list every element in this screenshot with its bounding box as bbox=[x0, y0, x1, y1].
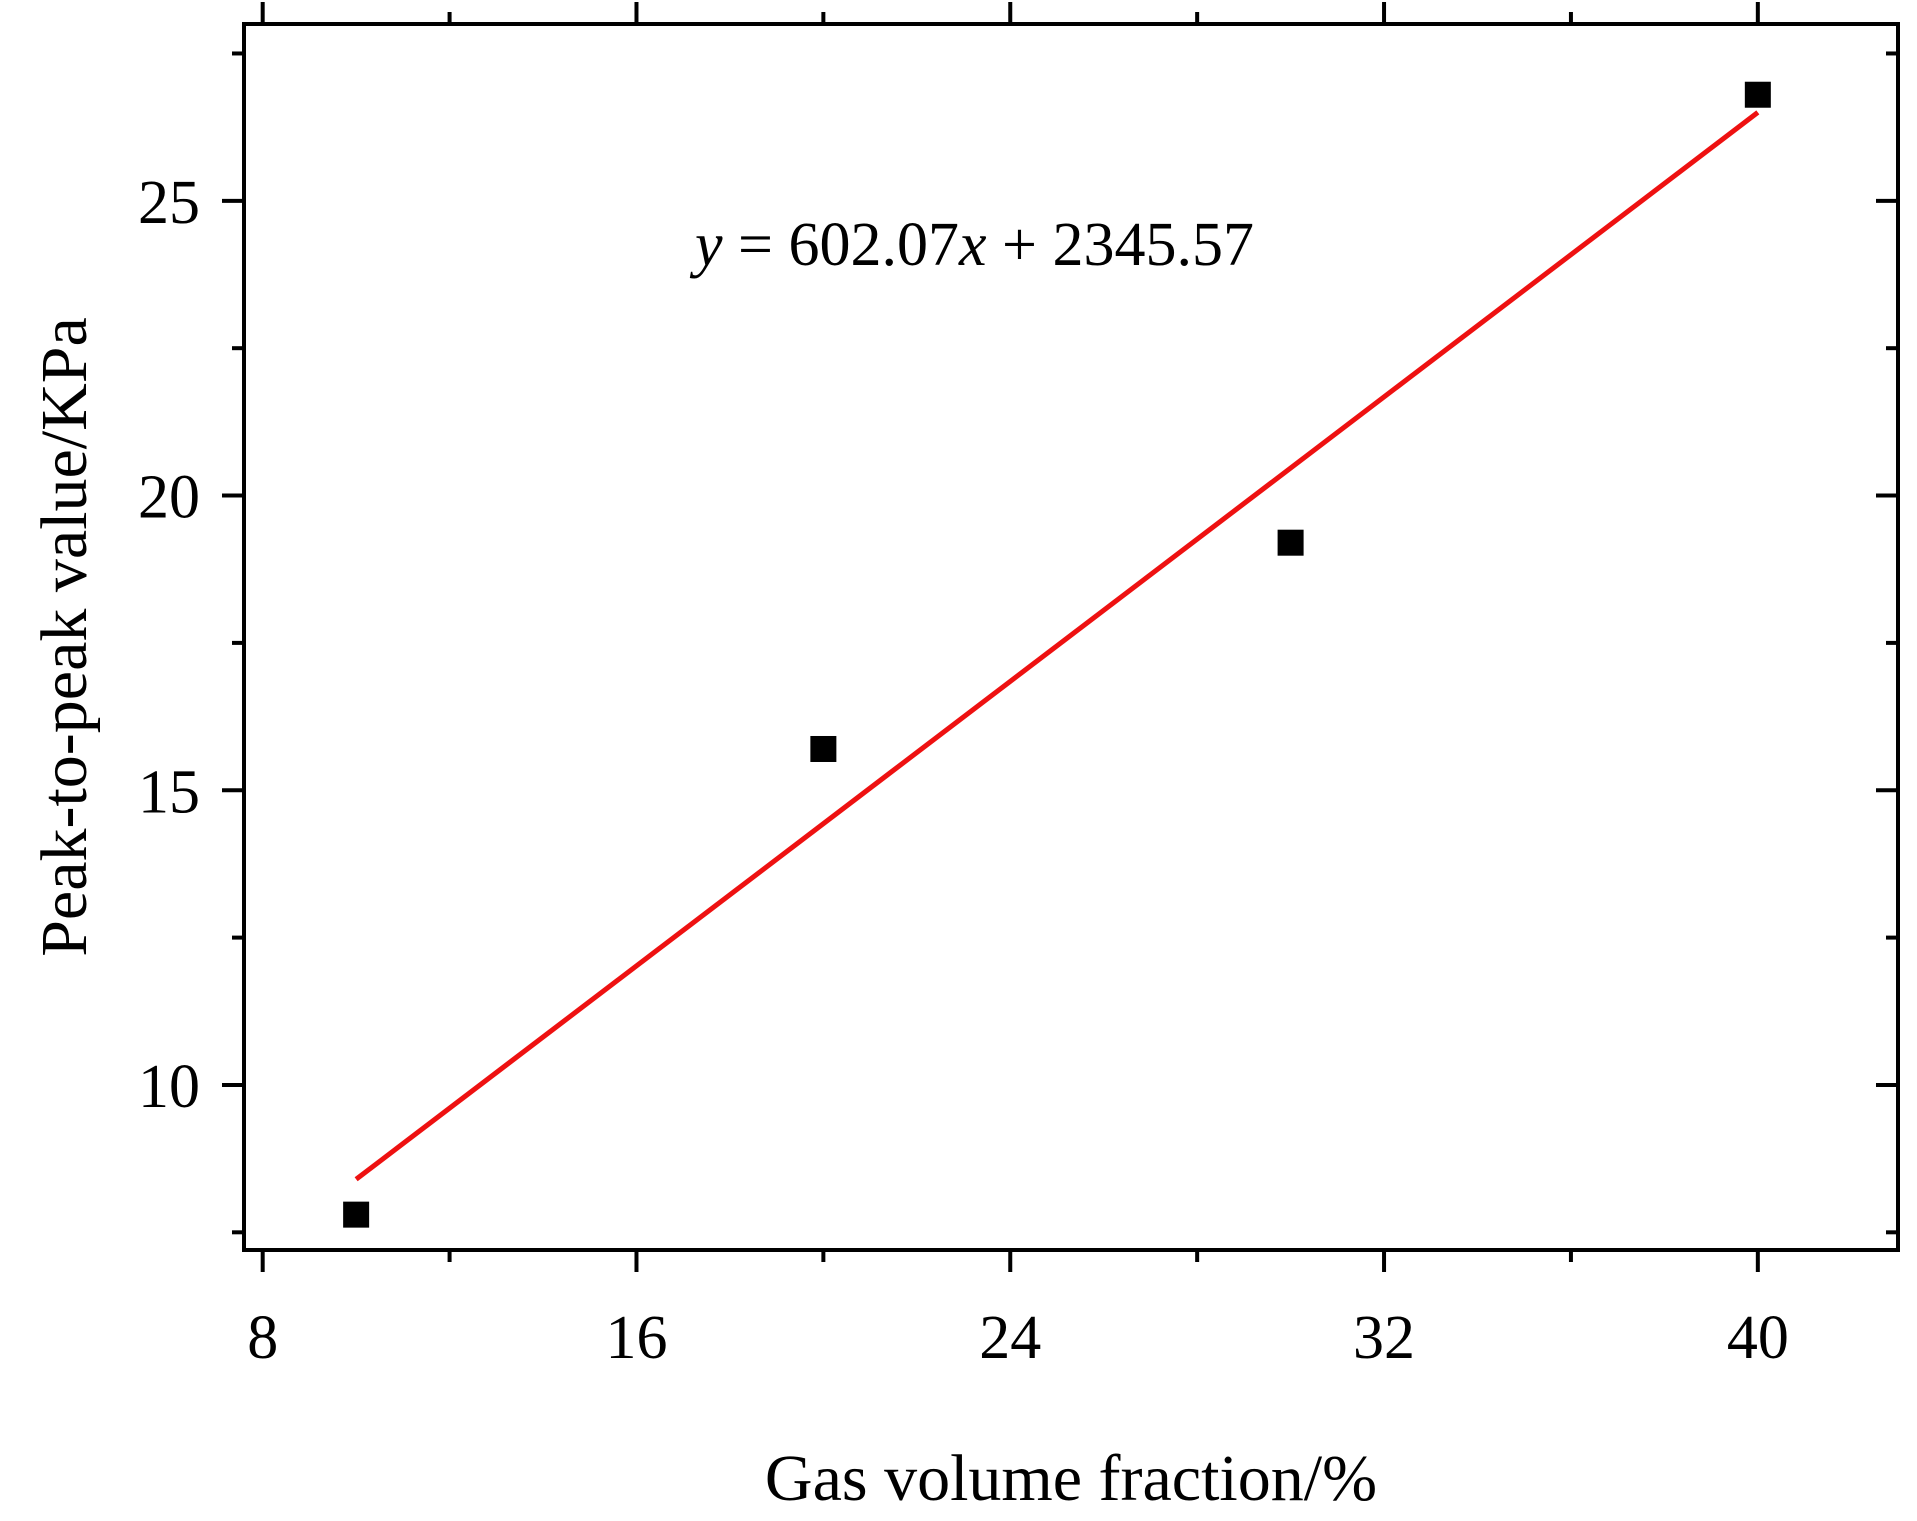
x-axis-title: Gas volume fraction/% bbox=[765, 1442, 1377, 1515]
axis-ticks bbox=[222, 2, 1898, 1272]
x-tick-label: 16 bbox=[605, 1304, 667, 1372]
y-tick-label: 20 bbox=[138, 464, 200, 532]
tick-labels: 8 16 24 32 40 10 15 20 25 bbox=[138, 169, 1789, 1372]
x-tick-label: 24 bbox=[979, 1304, 1041, 1372]
data-series bbox=[343, 81, 1771, 1228]
data-point bbox=[1277, 529, 1304, 556]
x-tick-label: 32 bbox=[1353, 1304, 1415, 1372]
data-point bbox=[810, 735, 837, 762]
x-tick-label: 40 bbox=[1727, 1304, 1789, 1372]
fit-equation: y = 602.07x + 2345.57 bbox=[689, 211, 1254, 279]
y-tick-label: 25 bbox=[138, 169, 200, 237]
x-tick-label: 8 bbox=[247, 1304, 278, 1372]
plot-frame bbox=[242, 22, 1900, 1252]
y-axis-title: Peak-to-peak value/KPa bbox=[28, 317, 101, 957]
y-tick-label: 10 bbox=[138, 1053, 200, 1121]
data-point bbox=[343, 1201, 370, 1228]
fit-line bbox=[354, 110, 1760, 1182]
data-point bbox=[1744, 81, 1771, 108]
y-tick-label: 15 bbox=[138, 758, 200, 826]
